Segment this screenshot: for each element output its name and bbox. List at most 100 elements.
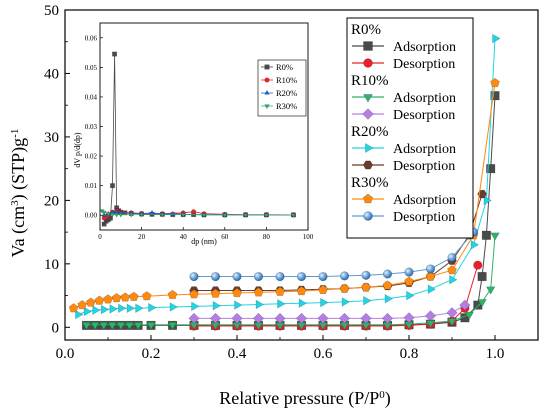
data-point [274, 312, 286, 325]
data-point [191, 301, 200, 312]
data-point [275, 271, 285, 282]
inset-chart: 0 20 40 60 80 100 0.00 0.01 0.02 0.03 0.04 0.05 0.06… [73, 22, 314, 246]
y-tick-label: 20 [44, 193, 59, 209]
inset-series [99, 51, 297, 227]
data-point [404, 276, 414, 286]
data-point [81, 321, 92, 331]
inset-y-axis-title: dV p/d(dp) [73, 132, 82, 168]
x-tick-label: 0.6 [314, 346, 333, 362]
data-point [424, 310, 437, 322]
inset-y-tick-label: 0.01 [85, 182, 98, 190]
inset-data-point [159, 213, 166, 218]
data-point [167, 289, 178, 300]
inset-x-tick-label: 100 [303, 233, 314, 241]
data-point [318, 271, 328, 282]
data-point [277, 299, 286, 309]
data-point [449, 274, 458, 285]
data-point [210, 271, 221, 282]
series-line [86, 235, 496, 326]
data-point [485, 286, 496, 295]
inset-data-point [109, 212, 116, 218]
data-point [339, 271, 350, 281]
series-R30-adsorption [68, 77, 500, 313]
data-point [111, 293, 122, 303]
data-point [189, 289, 199, 299]
data-point [363, 295, 372, 306]
inset-data-point [149, 209, 155, 215]
inset-legend-label: R10% [276, 75, 297, 85]
data-point [90, 321, 100, 331]
data-point [94, 295, 105, 305]
legend-group-label: R10% [351, 73, 389, 89]
data-point [338, 312, 351, 325]
inset-data-point [263, 213, 270, 219]
data-point [85, 297, 96, 307]
inset-data-point [138, 213, 145, 218]
data-point [275, 286, 285, 296]
data-point [231, 312, 243, 325]
data-point [381, 312, 394, 325]
inset-data-point [112, 51, 118, 57]
x-tick-label: 0.8 [400, 346, 419, 362]
data-point [234, 300, 243, 310]
x-axis-title: Relative pressure (P/P0) [219, 388, 390, 409]
legend-marker [363, 58, 373, 68]
data-point [403, 312, 415, 324]
legend-marker [363, 211, 373, 221]
data-point [339, 283, 350, 293]
data-point [320, 297, 329, 308]
legend-entry-label: Adsorption [393, 142, 456, 157]
inset-legend-marker [264, 77, 270, 83]
legend-marker [363, 94, 373, 103]
x-tick-label: 1.0 [486, 346, 505, 362]
data-point [296, 271, 307, 282]
data-point [486, 164, 496, 174]
inset-data-point [222, 213, 228, 219]
data-point [92, 305, 101, 315]
data-point [459, 299, 471, 311]
data-point [68, 303, 79, 313]
inset-data-point [290, 213, 297, 219]
data-point [361, 270, 371, 280]
inset-x-tick-label: 40 [180, 233, 188, 241]
data-point [141, 291, 152, 301]
inset-y-tick-label: 0.03 [85, 123, 98, 131]
data-point [298, 298, 308, 308]
data-point [103, 294, 113, 304]
data-point [148, 302, 157, 313]
data-point [447, 252, 457, 263]
data-point [490, 232, 500, 241]
data-point [120, 292, 131, 302]
data-point [107, 321, 118, 331]
inset-axes [99, 22, 309, 231]
legend-entry-label: Adsorption [393, 91, 456, 106]
data-point [232, 287, 242, 298]
legend-group-label: R0% [351, 22, 381, 38]
data-point [318, 284, 328, 294]
data-point [126, 303, 136, 314]
data-point [124, 321, 135, 331]
inset-frame [99, 22, 309, 231]
legend-entry-label: Desorption [393, 57, 455, 72]
inset-legend-marker [264, 64, 270, 70]
data-point [75, 309, 84, 320]
inset-x-tick-label: 20 [138, 233, 146, 241]
data-point [404, 267, 414, 277]
inset-legend-label: R20% [276, 88, 297, 98]
legend-entry-label: Adsorption [393, 40, 456, 55]
legend-marker [365, 143, 374, 153]
legend: R0% Adsorption Desorption R10% Adsorption Des… [346, 17, 474, 239]
data-point [232, 271, 242, 282]
y-tick-label: 0 [52, 320, 60, 336]
data-point [490, 77, 500, 88]
data-point [295, 312, 308, 325]
legend-entry-label: Desorption [393, 108, 455, 123]
data-point [210, 288, 221, 298]
data-point [167, 321, 178, 331]
legend-entry-label: Desorption [393, 159, 455, 174]
inset-data-point [180, 213, 186, 218]
data-point [361, 282, 371, 292]
data-point [255, 299, 265, 310]
inset-data-point [107, 215, 113, 221]
main-tick-labels: 0.0 0.2 0.4 0.6 0.8 1.0 0 10 20 30 40 50 [44, 3, 504, 362]
